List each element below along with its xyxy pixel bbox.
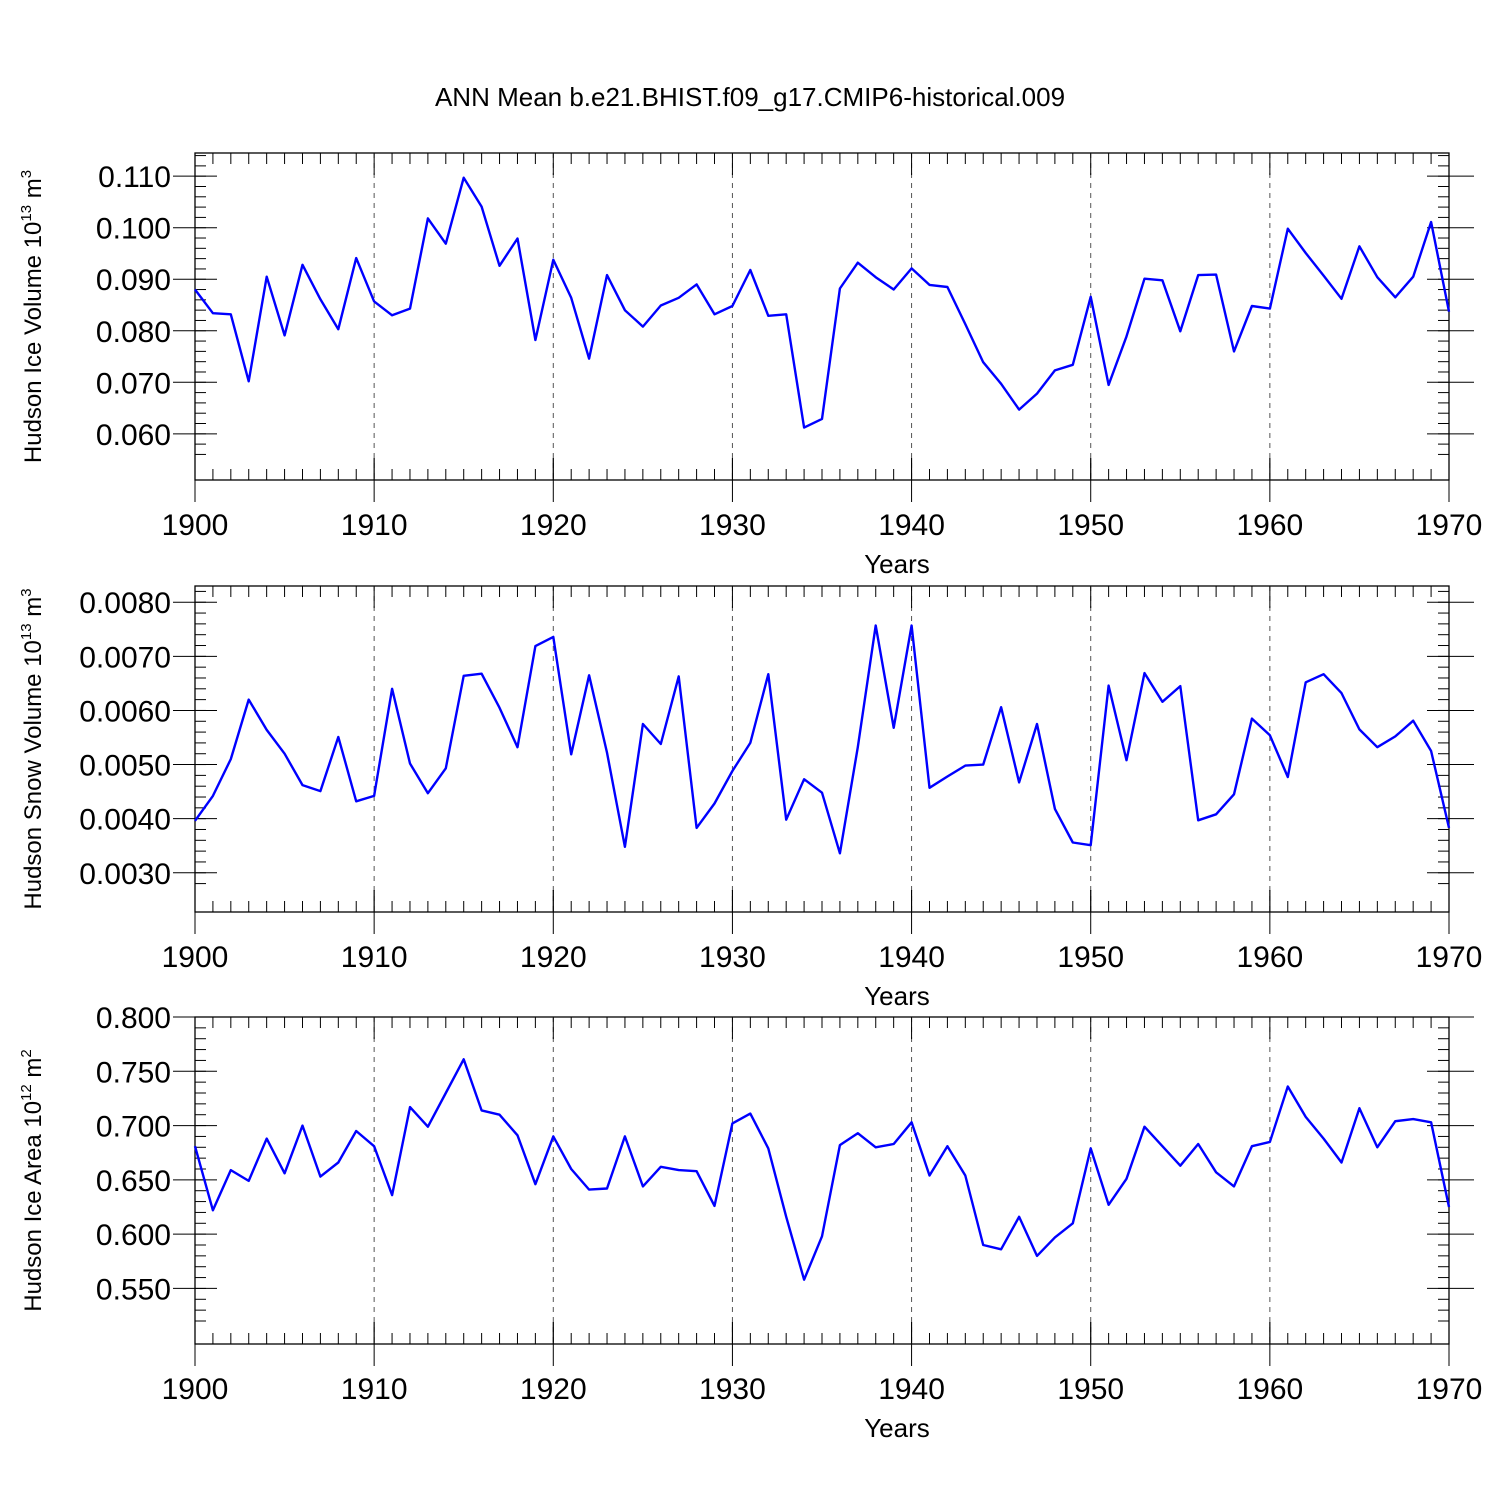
x-axis-label: Years xyxy=(864,981,930,1011)
x-tick-label: 1950 xyxy=(1057,509,1124,542)
x-tick-label: 1940 xyxy=(878,509,945,542)
x-tick-label: 1960 xyxy=(1236,941,1303,974)
y-tick-label: 0.550 xyxy=(96,1273,171,1306)
y-tick-label: 0.110 xyxy=(98,161,171,194)
x-tick-label: 1920 xyxy=(520,1373,587,1406)
plot-frame xyxy=(194,152,1450,481)
x-tick-label: 1950 xyxy=(1057,1373,1124,1406)
figure-title: ANN Mean b.e21.BHIST.f09_g17.CMIP6-histo… xyxy=(435,82,1065,112)
y-tick-label: 0.100 xyxy=(96,213,171,246)
x-tick-label: 1920 xyxy=(520,941,587,974)
y-axis-label: Hudson Ice Area 1012 m2 xyxy=(18,1049,47,1312)
x-tick-label: 1910 xyxy=(341,1373,408,1406)
y-tick-label: 0.080 xyxy=(96,316,171,349)
series-line xyxy=(194,176,1451,429)
x-tick-label: 1900 xyxy=(162,1373,229,1406)
x-tick-label: 1970 xyxy=(1416,941,1483,974)
x-tick-label: 1950 xyxy=(1057,941,1124,974)
x-tick-label: 1960 xyxy=(1236,1373,1303,1406)
y-tick-label: 0.0060 xyxy=(79,695,171,728)
y-tick-label: 0.0070 xyxy=(79,641,171,674)
x-tick-label: 1940 xyxy=(878,1373,945,1406)
series-line xyxy=(194,624,1451,855)
plot-frame xyxy=(194,1016,1450,1345)
series-line xyxy=(193,1058,1451,1281)
y-tick-label: 0.0030 xyxy=(79,858,171,891)
y-tick-label: 0.0040 xyxy=(79,804,171,837)
x-tick-label: 1900 xyxy=(162,941,229,974)
x-tick-label: 1940 xyxy=(878,941,945,974)
y-tick-label: 0.0080 xyxy=(79,587,171,620)
x-tick-label: 1960 xyxy=(1236,509,1303,542)
x-tick-label: 1970 xyxy=(1416,509,1483,542)
x-tick-label: 1930 xyxy=(699,941,766,974)
x-tick-label: 1920 xyxy=(520,509,587,542)
x-tick-label: 1910 xyxy=(341,941,408,974)
y-axis-label: Hudson Ice Volume 1013 m3 xyxy=(18,170,47,463)
x-tick-label: 1900 xyxy=(162,509,229,542)
y-tick-label: 0.800 xyxy=(96,1002,171,1035)
panel-ice-area: 0.550 0.600 0.650 0.700 0.750 0.800 1900 1910 19… xyxy=(18,1002,1482,1443)
y-tick-label: 0.070 xyxy=(96,367,171,400)
x-tick-label: 1970 xyxy=(1416,1373,1483,1406)
x-tick-label: 1930 xyxy=(699,1373,766,1406)
x-axis-label: Years xyxy=(864,549,930,579)
y-tick-label: 0.750 xyxy=(96,1056,171,1089)
x-tick-label: 1910 xyxy=(341,509,408,542)
y-tick-label: 0.060 xyxy=(96,419,171,452)
y-axis-label: Hudson Snow Volume 1013 m3 xyxy=(18,588,47,909)
y-tick-label: 0.700 xyxy=(96,1111,171,1144)
x-axis-label: Years xyxy=(864,1413,930,1443)
y-tick-label: 0.090 xyxy=(96,264,171,297)
y-tick-label: 0.0050 xyxy=(79,750,171,783)
x-tick-label: 1930 xyxy=(699,509,766,542)
y-tick-label: 0.600 xyxy=(96,1219,171,1252)
panel-snow-volume: 0.0030 0.0040 0.0050 0.0060 0.0070 0.0080 1900… xyxy=(18,585,1483,1011)
panel-ice-volume: 0.060 0.070 0.080 0.090 0.100 0.110 1900 1910 19… xyxy=(18,152,1483,579)
y-tick-label: 0.650 xyxy=(96,1165,171,1198)
